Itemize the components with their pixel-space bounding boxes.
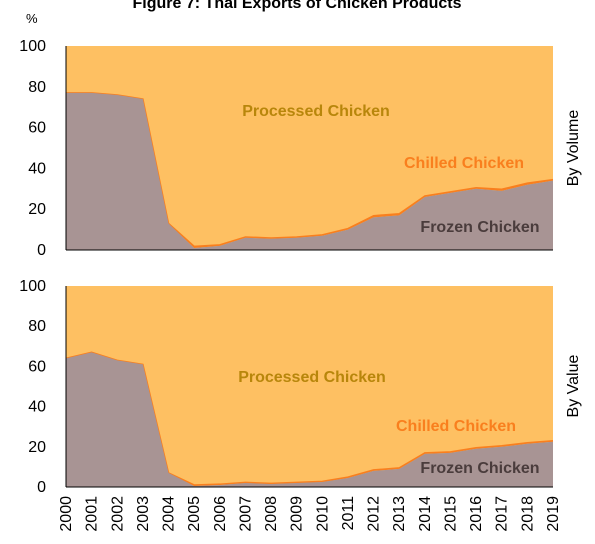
x-tick-label: 2001 — [84, 496, 101, 532]
panels: 0 20 40 60 80 100 Processed Chicken Chilled Chi… — [19, 38, 582, 496]
y-tick-label: 100 — [19, 278, 46, 295]
area-frozen-chicken — [66, 352, 553, 487]
series-label-processed: Processed Chicken — [238, 369, 386, 386]
x-tick-label: 2003 — [135, 496, 152, 532]
line-chilled-chicken — [65, 351, 554, 486]
x-tick-label: 2019 — [545, 496, 562, 532]
x-tick-label: 2016 — [468, 496, 485, 532]
x-tick-label: 2012 — [366, 496, 383, 532]
y-tick-label: 100 — [19, 38, 46, 55]
x-tick-label: 2009 — [289, 496, 306, 532]
unit-label: % — [26, 11, 38, 26]
y-tick-label: 80 — [28, 79, 46, 96]
series-label-frozen: Frozen Chicken — [420, 460, 539, 477]
x-tick-label: 2002 — [109, 496, 126, 532]
series-label-chilled: Chilled Chicken — [404, 155, 524, 172]
panel-value: 0 20 40 60 80 100 Processed Chicken Chilled Chi… — [19, 278, 582, 496]
line-chilled-chicken — [66, 92, 554, 248]
y-tick-label: 0 — [37, 479, 46, 496]
x-tick-label: 2015 — [442, 496, 459, 532]
x-tick-label: 2014 — [417, 496, 434, 532]
series-label-frozen: Frozen Chicken — [420, 219, 539, 236]
x-tick-label: 2010 — [314, 496, 331, 532]
panel-side-label: By Value — [565, 354, 582, 417]
x-tick-label: 2008 — [263, 496, 280, 532]
panel-volume: 0 20 40 60 80 100 Processed Chicken Chilled Chi… — [19, 38, 582, 259]
x-tick-label: 2013 — [391, 496, 408, 532]
y-tick-label: 20 — [28, 439, 46, 456]
x-tick-label: 2011 — [340, 496, 357, 531]
x-tick-label: 2004 — [161, 496, 178, 532]
series-label-chilled: Chilled Chicken — [396, 418, 516, 435]
y-tick-label: 0 — [37, 242, 46, 259]
y-tick-label: 60 — [28, 358, 46, 375]
y-tick-label: 60 — [28, 120, 46, 137]
x-tick-label: 2018 — [519, 496, 536, 532]
x-tick-label: 2006 — [212, 496, 229, 532]
x-axis: 2000 2001 2002 2003 2004 2005 2006 2007 2008 2009… — [58, 496, 562, 532]
y-tick-label: 20 — [28, 201, 46, 218]
y-tick-label: 40 — [28, 399, 46, 416]
x-tick-label: 2007 — [237, 496, 254, 532]
y-tick-label: 40 — [28, 160, 46, 177]
panel-side-label: By Volume — [565, 110, 582, 187]
y-tick-label: 80 — [28, 318, 46, 335]
area-frozen-chicken — [66, 92, 553, 250]
x-tick-label: 2000 — [58, 496, 75, 532]
series-label-processed: Processed Chicken — [242, 103, 390, 120]
x-tick-label: 2005 — [186, 496, 203, 532]
chart-title: Figure 7: Thai Exports of Chicken Produc… — [133, 0, 462, 12]
x-tick-label: 2017 — [494, 496, 511, 532]
